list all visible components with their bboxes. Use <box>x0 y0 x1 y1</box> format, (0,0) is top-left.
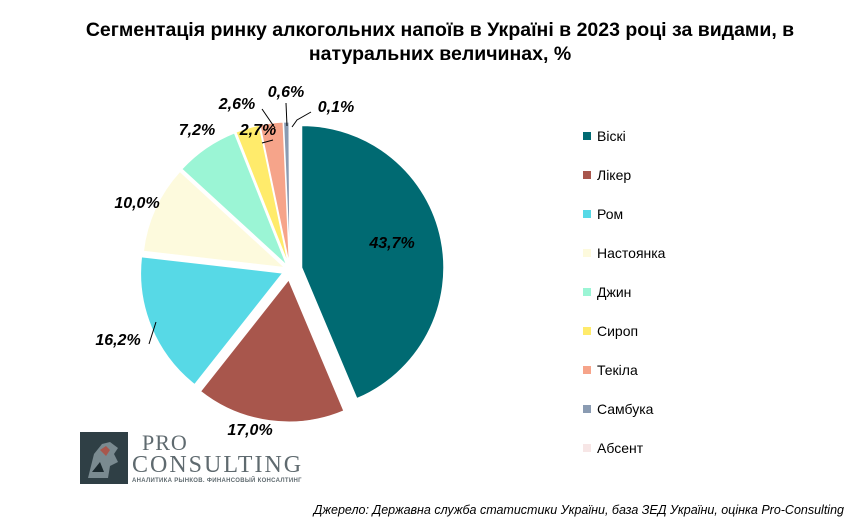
pro-consulting-logo: PRO CONSULTING АНАЛИТИКА РЫНКОВ. ФИНАНСО… <box>80 430 320 484</box>
legend-swatch-3 <box>583 248 591 257</box>
legend-item-4: Джин <box>583 272 665 311</box>
pie-slice-8 <box>288 121 291 265</box>
legend-item-1: Лікер <box>583 155 665 194</box>
legend-label-6: Текіла <box>597 361 638 378</box>
legend-swatch-6 <box>583 365 591 374</box>
legend-swatch-7 <box>583 404 591 413</box>
legend-label-8: Абсент <box>597 439 644 456</box>
leader-line-5 <box>261 139 274 144</box>
leader-line-6 <box>261 108 276 129</box>
leader-line-2 <box>148 321 157 345</box>
leader-line-8 <box>291 111 312 128</box>
legend-swatch-1 <box>583 170 591 179</box>
pie-slice-5 <box>235 124 289 265</box>
slice-label-8: 0,1% <box>318 99 354 116</box>
legend-item-8: Абсент <box>583 428 665 467</box>
pie-slice-0 <box>301 125 445 400</box>
logo-text-consulting: CONSULTING <box>132 452 304 478</box>
pie-slice-1 <box>199 278 345 423</box>
pie-slice-2 <box>140 256 284 386</box>
slice-label-6: 2,6% <box>218 96 255 113</box>
legend-label-7: Самбука <box>597 400 654 417</box>
slice-label-2: 16,2% <box>95 332 140 349</box>
slice-label-7: 0,6% <box>268 84 304 101</box>
chart-title: Сегментація ринку алкогольних напоїв в У… <box>85 19 795 65</box>
slice-label-3: 10,0% <box>114 195 159 212</box>
legend-label-4: Джин <box>597 283 632 300</box>
legend-item-5: Сироп <box>583 311 665 350</box>
legend-label-5: Сироп <box>597 322 639 339</box>
legend-item-3: Настоянка <box>583 233 665 272</box>
slice-label-5: 2,7% <box>239 122 276 139</box>
logo-text-pro: PRO <box>142 430 188 455</box>
legend-swatch-0 <box>583 131 591 140</box>
slice-label-1: 17,0% <box>227 422 272 439</box>
legend-item-6: Текіла <box>583 350 665 389</box>
legend-label-3: Настоянка <box>597 244 666 261</box>
chart-legend: Віскі Лікер Ром Настоянка Джин Сироп Текіла Сам… <box>583 116 665 467</box>
pie-slice-4 <box>181 132 288 266</box>
legend-item-0: Віскі <box>583 116 665 155</box>
slice-label-4: 7,2% <box>179 122 215 139</box>
legend-label-0: Віскі <box>597 127 626 144</box>
legend-swatch-4 <box>583 287 591 296</box>
legend-swatch-8 <box>583 443 591 452</box>
slice-label-0: 43,7% <box>368 235 414 252</box>
legend-label-1: Лікер <box>597 166 632 183</box>
legend-swatch-2 <box>583 209 591 218</box>
leader-line-7 <box>285 102 288 127</box>
logo-tagline: АНАЛИТИКА РЫНКОВ. ФИНАНСОВЫЙ КОНСАЛТИНГ <box>132 478 302 484</box>
legend-item-2: Ром <box>583 194 665 233</box>
logo-emblem-icon <box>80 432 128 484</box>
pie-slice-3 <box>142 170 287 269</box>
legend-label-2: Ром <box>597 205 624 222</box>
source-note: Джерело: Державна служба статистики Укра… <box>313 503 844 517</box>
legend-item-7: Самбука <box>583 389 665 428</box>
legend-swatch-5 <box>583 326 591 335</box>
